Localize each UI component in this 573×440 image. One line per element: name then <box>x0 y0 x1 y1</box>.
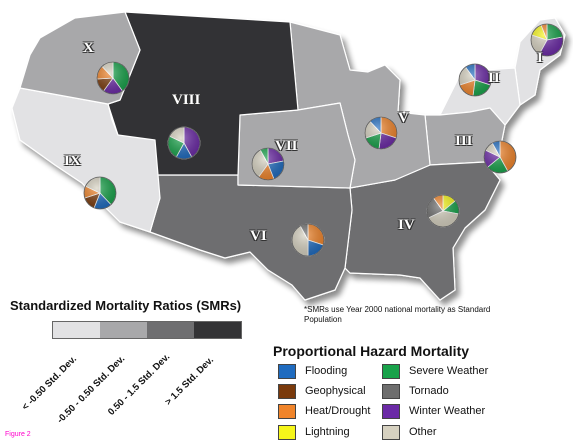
legend-item-severe-weather: Severe Weather <box>382 363 488 379</box>
pie-region-vii <box>251 147 285 181</box>
region-label-ix: IX <box>64 153 81 169</box>
smr-legend-title: Standardized Mortality Ratios (SMRs) <box>10 298 242 313</box>
pie-shading <box>364 116 398 150</box>
legend-label: Geophysical <box>305 385 366 397</box>
region-label-viii: VIII <box>172 92 201 108</box>
legend-item-heat-drought: Heat/Drought <box>278 403 370 419</box>
figure-label: Figure 2 <box>5 431 31 438</box>
region-label-ii: II <box>488 70 500 86</box>
legend-item-tornado: Tornado <box>382 383 449 399</box>
pie-shading <box>251 147 285 181</box>
pie-region-ix <box>83 176 117 210</box>
region-ix <box>11 87 161 233</box>
pie-region-vi <box>291 223 325 257</box>
smr-color-scale <box>52 321 242 339</box>
smr-swatch-4 <box>194 322 241 338</box>
pie-region-iv <box>426 194 460 228</box>
legend-label: Other <box>409 426 437 438</box>
tornado-swatch <box>382 383 400 399</box>
legend-item-geophysical: Geophysical <box>278 383 366 399</box>
geophysical-swatch <box>278 383 296 399</box>
smr-swatch-2 <box>100 322 147 338</box>
pie-region-ii <box>458 63 492 97</box>
legend-item-lightning: Lightning <box>278 424 350 440</box>
pie-shading <box>96 61 130 95</box>
pie-region-viii <box>167 126 201 160</box>
legend-item-other: Other <box>382 424 437 440</box>
legend-label: Winter Weather <box>409 405 486 417</box>
other-swatch <box>382 424 400 440</box>
region-label-v: V <box>398 110 409 126</box>
pie-region-v <box>364 116 398 150</box>
standard-population-note: *SMRs use Year 2000 national mortality a… <box>304 305 491 324</box>
legend-label: Flooding <box>305 365 348 377</box>
pie-shading <box>167 126 201 160</box>
smr-swatch-3 <box>147 322 194 338</box>
legend-label: Lightning <box>305 426 350 438</box>
pie-shading <box>83 176 117 210</box>
pie-shading <box>426 194 460 228</box>
pie-shading <box>291 223 325 257</box>
pie-region-iii <box>483 140 517 174</box>
heat-drought-swatch <box>278 403 296 419</box>
pie-shading <box>483 140 517 174</box>
pie-shading <box>530 23 564 57</box>
region-label-iv: IV <box>398 217 415 233</box>
hazard-legend-title: Proportional Hazard Mortality <box>273 343 470 359</box>
legend-item-flooding: Flooding <box>278 363 347 379</box>
legend-label: Tornado <box>409 385 449 397</box>
region-label-vi: VI <box>250 228 267 244</box>
region-label-iii: III <box>455 133 473 149</box>
legend-label: Heat/Drought <box>305 405 371 417</box>
region-label-x: X <box>83 40 94 56</box>
flooding-swatch <box>278 363 296 379</box>
pie-region-i <box>530 23 564 57</box>
legend-label: Severe Weather <box>409 365 489 377</box>
winter-weather-swatch <box>382 403 400 419</box>
region-label-vii: VII <box>275 138 298 154</box>
smr-swatch-1 <box>53 322 100 338</box>
pie-shading <box>458 63 492 97</box>
pie-region-x <box>96 61 130 95</box>
lightning-swatch <box>278 424 296 440</box>
region-iv <box>344 161 501 301</box>
region-label-i: I <box>537 50 543 66</box>
legend-item-winter-weather: Winter Weather <box>382 403 485 419</box>
severe-weather-swatch <box>382 363 400 379</box>
